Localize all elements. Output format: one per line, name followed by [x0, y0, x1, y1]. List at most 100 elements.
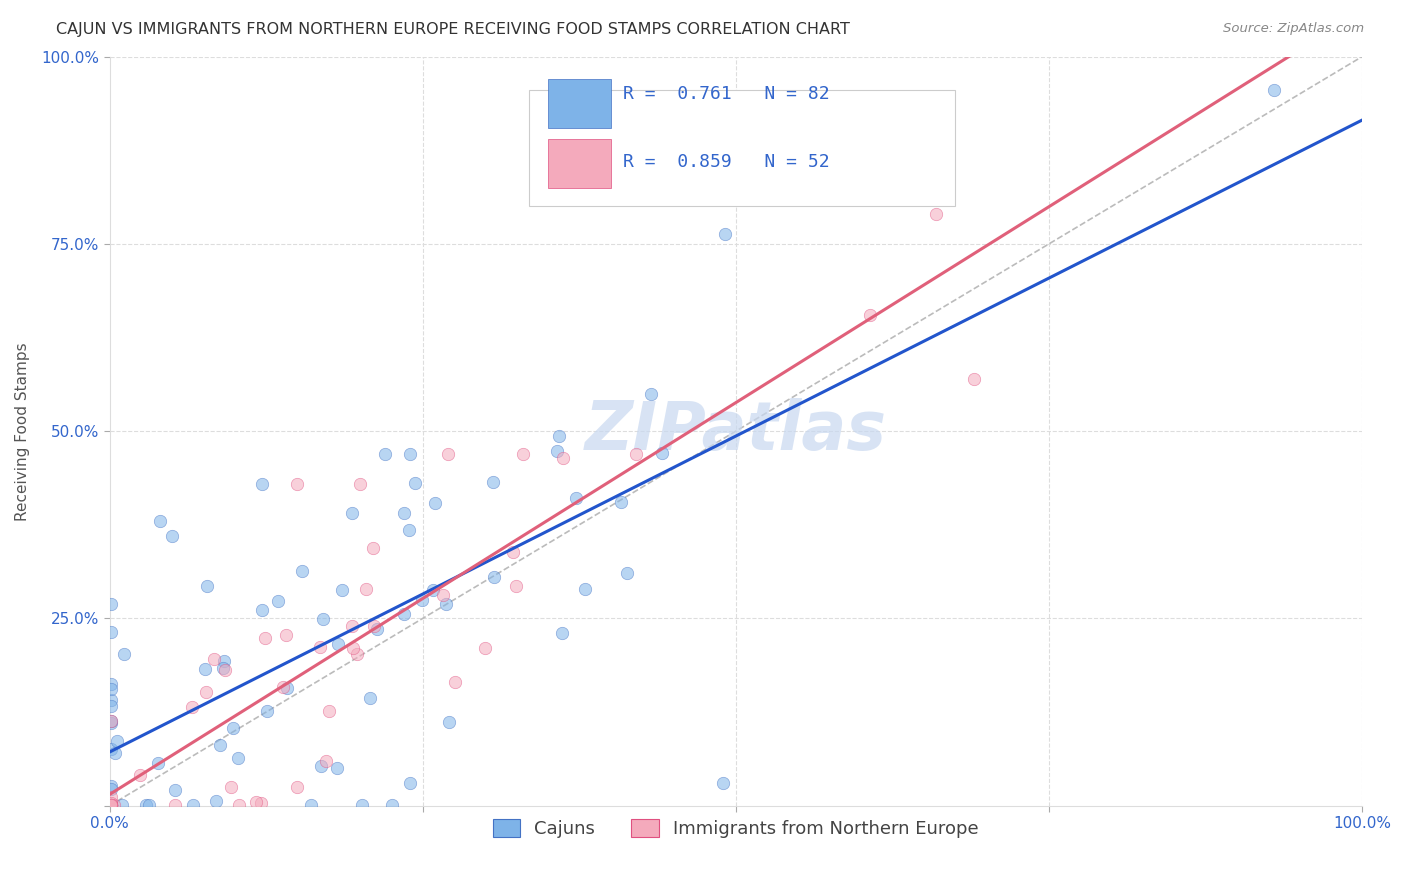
Point: [212, 654, 235, 668]
Point: [394, 506, 416, 520]
Point: [228, 750, 250, 764]
Point: [711, 776, 734, 790]
Point: [181, 699, 204, 714]
Point: [204, 794, 226, 808]
Point: [963, 372, 986, 386]
Point: [148, 756, 170, 770]
Point: [100, 714, 122, 729]
Point: [254, 631, 277, 645]
Point: [221, 780, 243, 794]
Point: [381, 797, 404, 812]
Point: [100, 797, 122, 812]
Point: [312, 611, 335, 625]
Point: [398, 523, 420, 537]
Point: [100, 797, 122, 812]
FancyBboxPatch shape: [529, 90, 955, 206]
Point: [209, 739, 232, 753]
Point: [318, 704, 340, 718]
Legend: Cajuns, Immigrants from Northern Europe: Cajuns, Immigrants from Northern Europe: [485, 812, 986, 846]
Point: [271, 680, 294, 694]
Point: [100, 796, 122, 810]
Point: [250, 477, 273, 491]
Point: [100, 797, 122, 812]
Point: [100, 797, 122, 812]
Point: [212, 661, 235, 675]
Point: [100, 797, 122, 812]
Point: [291, 565, 314, 579]
Point: [100, 797, 122, 812]
Point: [100, 699, 122, 714]
Point: [245, 795, 267, 809]
Point: [361, 541, 384, 556]
Point: [100, 797, 122, 812]
Point: [100, 625, 122, 640]
Point: [250, 603, 273, 617]
Y-axis label: Receiving Food Stamps: Receiving Food Stamps: [15, 342, 30, 521]
Point: [194, 662, 217, 676]
Point: [546, 444, 568, 458]
Point: [221, 721, 243, 735]
Point: [100, 797, 122, 812]
Point: [512, 447, 534, 461]
Point: [565, 491, 588, 505]
Point: [202, 652, 225, 666]
Point: [100, 714, 122, 728]
Point: [714, 227, 737, 241]
Point: [100, 797, 122, 812]
Point: [474, 641, 496, 656]
Point: [366, 622, 388, 636]
Point: [128, 767, 150, 781]
Point: [434, 598, 457, 612]
Point: [276, 628, 298, 642]
Point: [505, 579, 527, 593]
Point: [404, 475, 426, 490]
Point: [616, 566, 638, 580]
Point: [411, 592, 433, 607]
Point: [1263, 83, 1285, 97]
Text: CAJUN VS IMMIGRANTS FROM NORTHERN EUROPE RECEIVING FOOD STAMPS CORRELATION CHART: CAJUN VS IMMIGRANTS FROM NORTHERN EUROPE…: [56, 22, 851, 37]
Point: [100, 693, 122, 707]
Point: [443, 674, 465, 689]
Point: [100, 797, 122, 812]
Point: [299, 797, 322, 812]
Point: [149, 514, 172, 528]
Point: [100, 797, 122, 812]
Point: [100, 797, 122, 812]
Point: [105, 734, 128, 748]
Point: [482, 570, 505, 584]
Point: [112, 647, 135, 661]
Point: [550, 625, 572, 640]
Point: [349, 476, 371, 491]
Point: [326, 761, 349, 775]
Point: [352, 797, 374, 812]
Point: [309, 759, 332, 773]
Point: [100, 742, 122, 756]
Point: [100, 797, 122, 812]
Point: [160, 529, 183, 543]
Text: Source: ZipAtlas.com: Source: ZipAtlas.com: [1223, 22, 1364, 36]
Point: [214, 663, 236, 677]
Point: [135, 797, 157, 812]
Point: [163, 797, 186, 812]
Point: [502, 545, 524, 559]
Point: [651, 446, 673, 460]
Point: [399, 447, 422, 461]
Point: [547, 429, 569, 443]
Point: [100, 789, 122, 804]
Point: [610, 495, 633, 509]
Point: [181, 797, 204, 812]
Point: [342, 640, 364, 655]
Point: [195, 579, 218, 593]
Point: [100, 682, 122, 697]
Point: [423, 496, 446, 510]
Point: [100, 797, 122, 812]
Point: [859, 309, 882, 323]
Point: [100, 716, 122, 731]
Point: [422, 582, 444, 597]
Point: [346, 648, 368, 662]
Point: [354, 582, 377, 596]
Point: [100, 797, 122, 812]
Point: [330, 582, 353, 597]
Point: [100, 677, 122, 691]
Point: [359, 690, 381, 705]
